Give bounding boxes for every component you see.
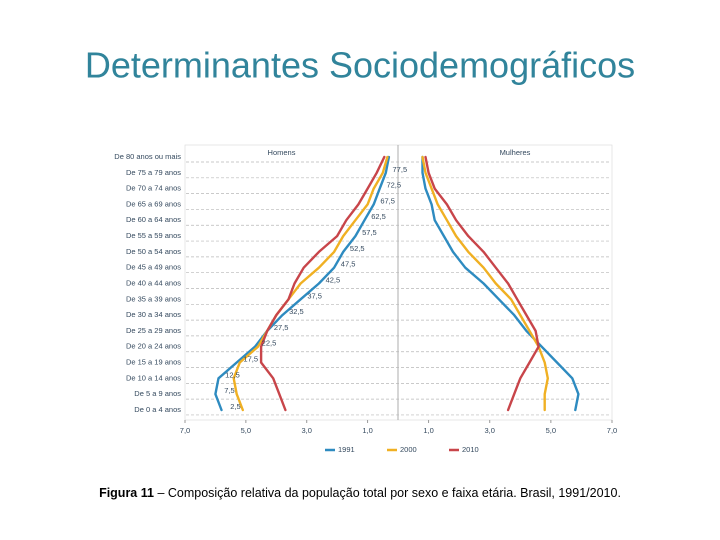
x-tick-label: 5,0 [241,426,251,435]
age-midpoint: 12,5 [225,370,240,379]
x-tick-label: 3,0 [484,426,494,435]
series-line [259,155,386,412]
age-midpoint: 72,5 [386,181,401,190]
panel-title: Homens [268,148,296,157]
category-label: De 30 a 34 anos [126,310,181,319]
legend-label: 2000 [400,445,417,454]
category-label: De 25 a 29 anos [126,326,181,335]
category-label: De 10 a 14 anos [126,373,181,382]
legend-label: 2010 [462,445,479,454]
caption-text: – Composição relativa da população total… [157,486,620,500]
age-midpoint: 37,5 [307,291,322,300]
age-midpoint: 67,5 [380,196,395,205]
x-tick-label: 7,0 [607,426,617,435]
x-tick-label: 3,0 [301,426,311,435]
category-label: De 75 a 79 anos [126,168,181,177]
age-midpoint: 27,5 [274,323,289,332]
category-label: De 65 a 69 anos [126,199,181,208]
age-midpoint: 32,5 [289,307,304,316]
series-line [232,155,389,412]
x-tick-label: 1,0 [423,426,433,435]
category-label: De 40 a 44 anos [126,278,181,287]
category-label: De 5 a 9 anos [134,389,181,398]
x-tick-label: 5,0 [546,426,556,435]
age-midpoint: 22,5 [262,339,277,348]
age-midpoint: 47,5 [341,260,356,269]
category-label: De 60 a 64 anos [126,215,181,224]
age-midpoint: 17,5 [243,355,258,364]
slide-title: Determinantes Sociodemográficos [85,45,635,86]
category-label: De 80 anos ou mais [114,152,181,161]
category-label: De 15 a 19 anos [126,358,181,367]
x-tick-label: 1,0 [362,426,372,435]
series-line [424,155,540,412]
age-midpoint: 77,5 [393,165,408,174]
age-midpoint: 7,5 [224,386,234,395]
x-tick-label: 7,0 [180,426,190,435]
series-line [421,155,580,412]
panel-title: Mulheres [500,148,531,157]
age-midpoint: 62,5 [371,212,386,221]
category-label: De 20 a 24 anos [126,342,181,351]
age-midpoint: 57,5 [362,228,377,237]
age-midpoint: 2,5 [230,402,240,411]
category-label: De 70 a 74 anos [126,184,181,193]
category-label: De 0 a 4 anos [134,405,181,414]
category-label: De 55 a 59 anos [126,231,181,240]
category-label: De 45 a 49 anos [126,263,181,272]
legend-label: 1991 [338,445,355,454]
age-midpoint: 42,5 [326,275,341,284]
plot-frame [184,144,613,421]
caption: Figura 11 – Composição relativa da popul… [99,486,621,500]
age-midpoint: 52,5 [350,244,365,253]
category-label: De 50 a 54 anos [126,247,181,256]
caption-label: Figura 11 [99,486,154,500]
series-line [214,155,391,412]
series-line [421,155,549,412]
category-label: De 35 a 39 anos [126,294,181,303]
